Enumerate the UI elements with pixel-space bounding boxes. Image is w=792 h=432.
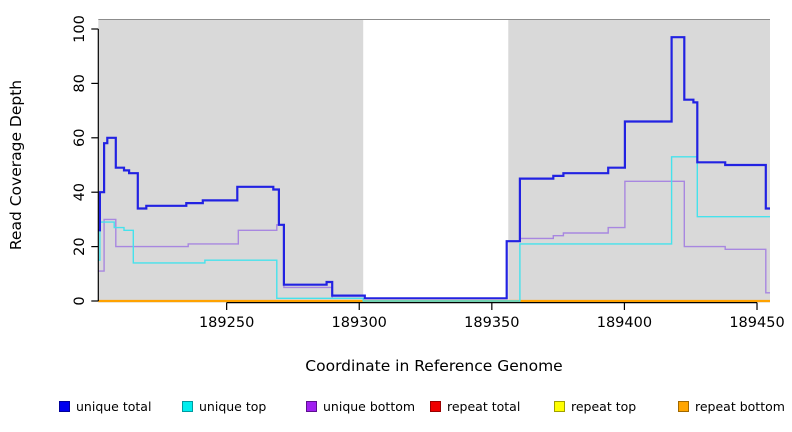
legend-label: unique bottom (323, 399, 416, 414)
x-tick-label: 189350 (464, 315, 519, 331)
legend-swatch-icon (59, 401, 70, 412)
series-unique-total-line (98, 36, 770, 300)
y-axis-title: Read Coverage Depth (7, 80, 25, 250)
y-tick-label: 100 (72, 15, 88, 43)
y-tick-label: 60 (72, 129, 88, 147)
x-tick-label: 189400 (597, 315, 652, 331)
x-tick-label: 189300 (332, 315, 387, 331)
legend-swatch-icon (678, 401, 689, 412)
legend-swatch-icon (554, 401, 565, 412)
legend-label: unique total (76, 399, 152, 414)
legend-swatch-icon (430, 401, 441, 412)
highlight-region (508, 20, 770, 303)
legend-label: unique top (199, 399, 267, 414)
legend-item-unique-total: unique total (59, 399, 151, 414)
legend: unique total unique top unique bottom repea… (0, 397, 792, 421)
x-tick-label: 189450 (729, 315, 784, 331)
legend-swatch-icon (182, 401, 193, 412)
legend-item-unique-top: unique top (182, 399, 266, 414)
legend-swatch-icon (306, 401, 317, 412)
y-tick-label: 80 (72, 74, 88, 92)
legend-item-repeat-bottom: repeat bottom (678, 399, 785, 414)
legend-label: repeat total (447, 399, 521, 414)
legend-item-repeat-total: repeat total (430, 399, 520, 414)
legend-label: repeat bottom (695, 399, 785, 414)
y-tick-label: 40 (72, 183, 88, 201)
legend-label: repeat top (571, 399, 637, 414)
axes: 0 20 40 60 80 100 189250 189300 189350 189400 1894… (72, 15, 785, 331)
highlight-region (98, 20, 364, 303)
legend-item-repeat-top: repeat top (554, 399, 636, 414)
series-lines (98, 36, 770, 303)
legend-item-unique-bottom: unique bottom (306, 399, 415, 414)
highlight-regions (98, 19, 770, 303)
x-axis-title: Coordinate in Reference Genome (305, 357, 562, 375)
y-tick-label: 0 (72, 296, 88, 305)
y-tick-label: 20 (72, 237, 88, 255)
x-tick-label: 189250 (199, 315, 254, 331)
series-unique-top-line (98, 156, 770, 302)
